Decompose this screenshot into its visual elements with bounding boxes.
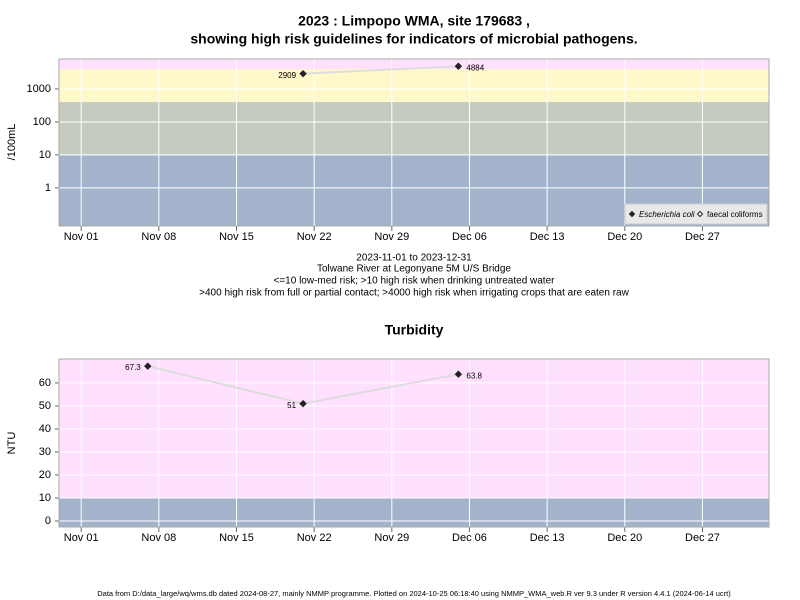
note: 2023-11-01 to 2023-12-31 [356,253,472,264]
note: <=10 low-med risk; >10 high risk when dr… [274,276,556,287]
x-tick-label: Nov 08 [141,231,176,243]
y-axis-label: /100mL [6,124,18,161]
y-tick-label: 30 [39,446,51,458]
data-label: 67.3 [125,363,141,372]
data-point [299,69,307,78]
chart-title: Turbidity [385,322,444,338]
y-tick-label: 10 [39,492,51,504]
x-tick-label: Nov 08 [141,532,176,544]
plot-frame [58,58,770,227]
data-label: 2909 [278,71,296,80]
x-tick-label: Nov 15 [219,231,254,243]
data-point [454,62,463,70]
x-tick-label: Nov 29 [374,231,409,243]
y-tick-label: 100 [33,116,51,128]
x-tick-label: Nov 01 [64,231,99,243]
chart-subtitle: showing high risk guidelines for indicat… [190,31,637,47]
y-tick-label: 60 [39,377,51,389]
risk-band [59,498,769,527]
note: >400 high risk from full or partial cont… [199,288,629,299]
x-tick-label: Nov 29 [374,532,409,544]
legend-label: faecal coliforms [707,210,763,219]
data-point [454,370,463,378]
data-point [144,362,152,370]
footer: Data from D:/data_large/wq/wms.db dated … [97,589,731,598]
x-tick-label: Dec 20 [607,532,642,544]
x-tick-label: Nov 22 [297,231,332,243]
data-label: 51 [287,401,296,410]
data-label: 4884 [466,63,484,72]
y-tick-label: 20 [39,469,51,481]
note: Tolwane River at Legonyane 5M U/S Bridge [317,264,511,275]
x-tick-label: Nov 01 [64,532,99,544]
x-tick-label: Dec 13 [530,231,565,243]
series-line [303,65,459,75]
legend-label: Escherichia coli [639,210,695,219]
x-tick-label: Dec 27 [685,231,720,243]
plot-frame [58,358,770,528]
x-tick-label: Dec 20 [607,231,642,243]
y-tick-label: 1 [45,182,51,194]
y-tick-label: 50 [39,400,51,412]
legend-box [624,203,768,225]
y-tick-label: 40 [39,423,51,435]
data-label: 63.8 [466,371,482,380]
y-axis-label: NTU [6,432,18,455]
legend-marker [628,210,636,218]
x-tick-label: Dec 06 [452,231,487,243]
y-tick-label: 0 [45,515,51,527]
x-tick-label: Dec 13 [530,532,565,544]
x-tick-label: Nov 15 [219,532,254,544]
x-tick-label: Dec 06 [452,532,487,544]
x-tick-label: Dec 27 [685,532,720,544]
chart-title: 2023 : Limpopo WMA, site 179683 , [298,13,530,29]
y-tick-label: 1000 [27,83,51,95]
y-tick-label: 10 [39,149,51,161]
x-tick-label: Nov 22 [297,532,332,544]
data-point [299,399,307,408]
legend-marker [696,210,704,218]
